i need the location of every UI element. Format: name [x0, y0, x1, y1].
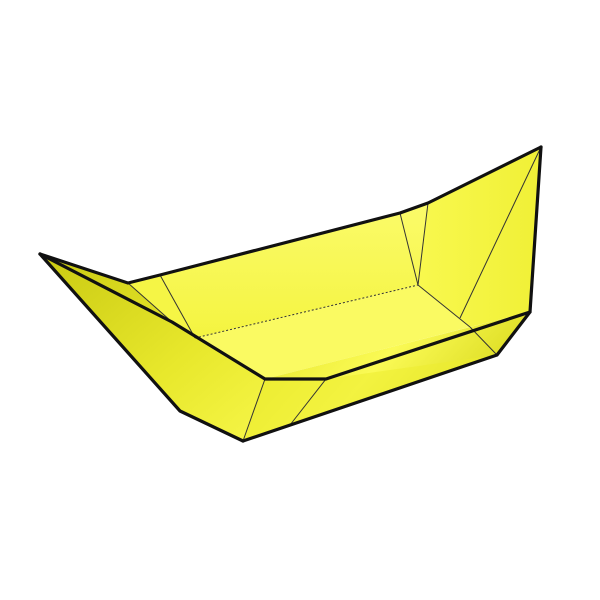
inner-back-wall	[160, 203, 428, 338]
inner-floor	[195, 285, 470, 379]
right-wing-inner	[418, 147, 541, 327]
left-wing-outer	[40, 254, 265, 441]
left-inner-flap	[128, 275, 195, 338]
outline	[38, 145, 543, 443]
